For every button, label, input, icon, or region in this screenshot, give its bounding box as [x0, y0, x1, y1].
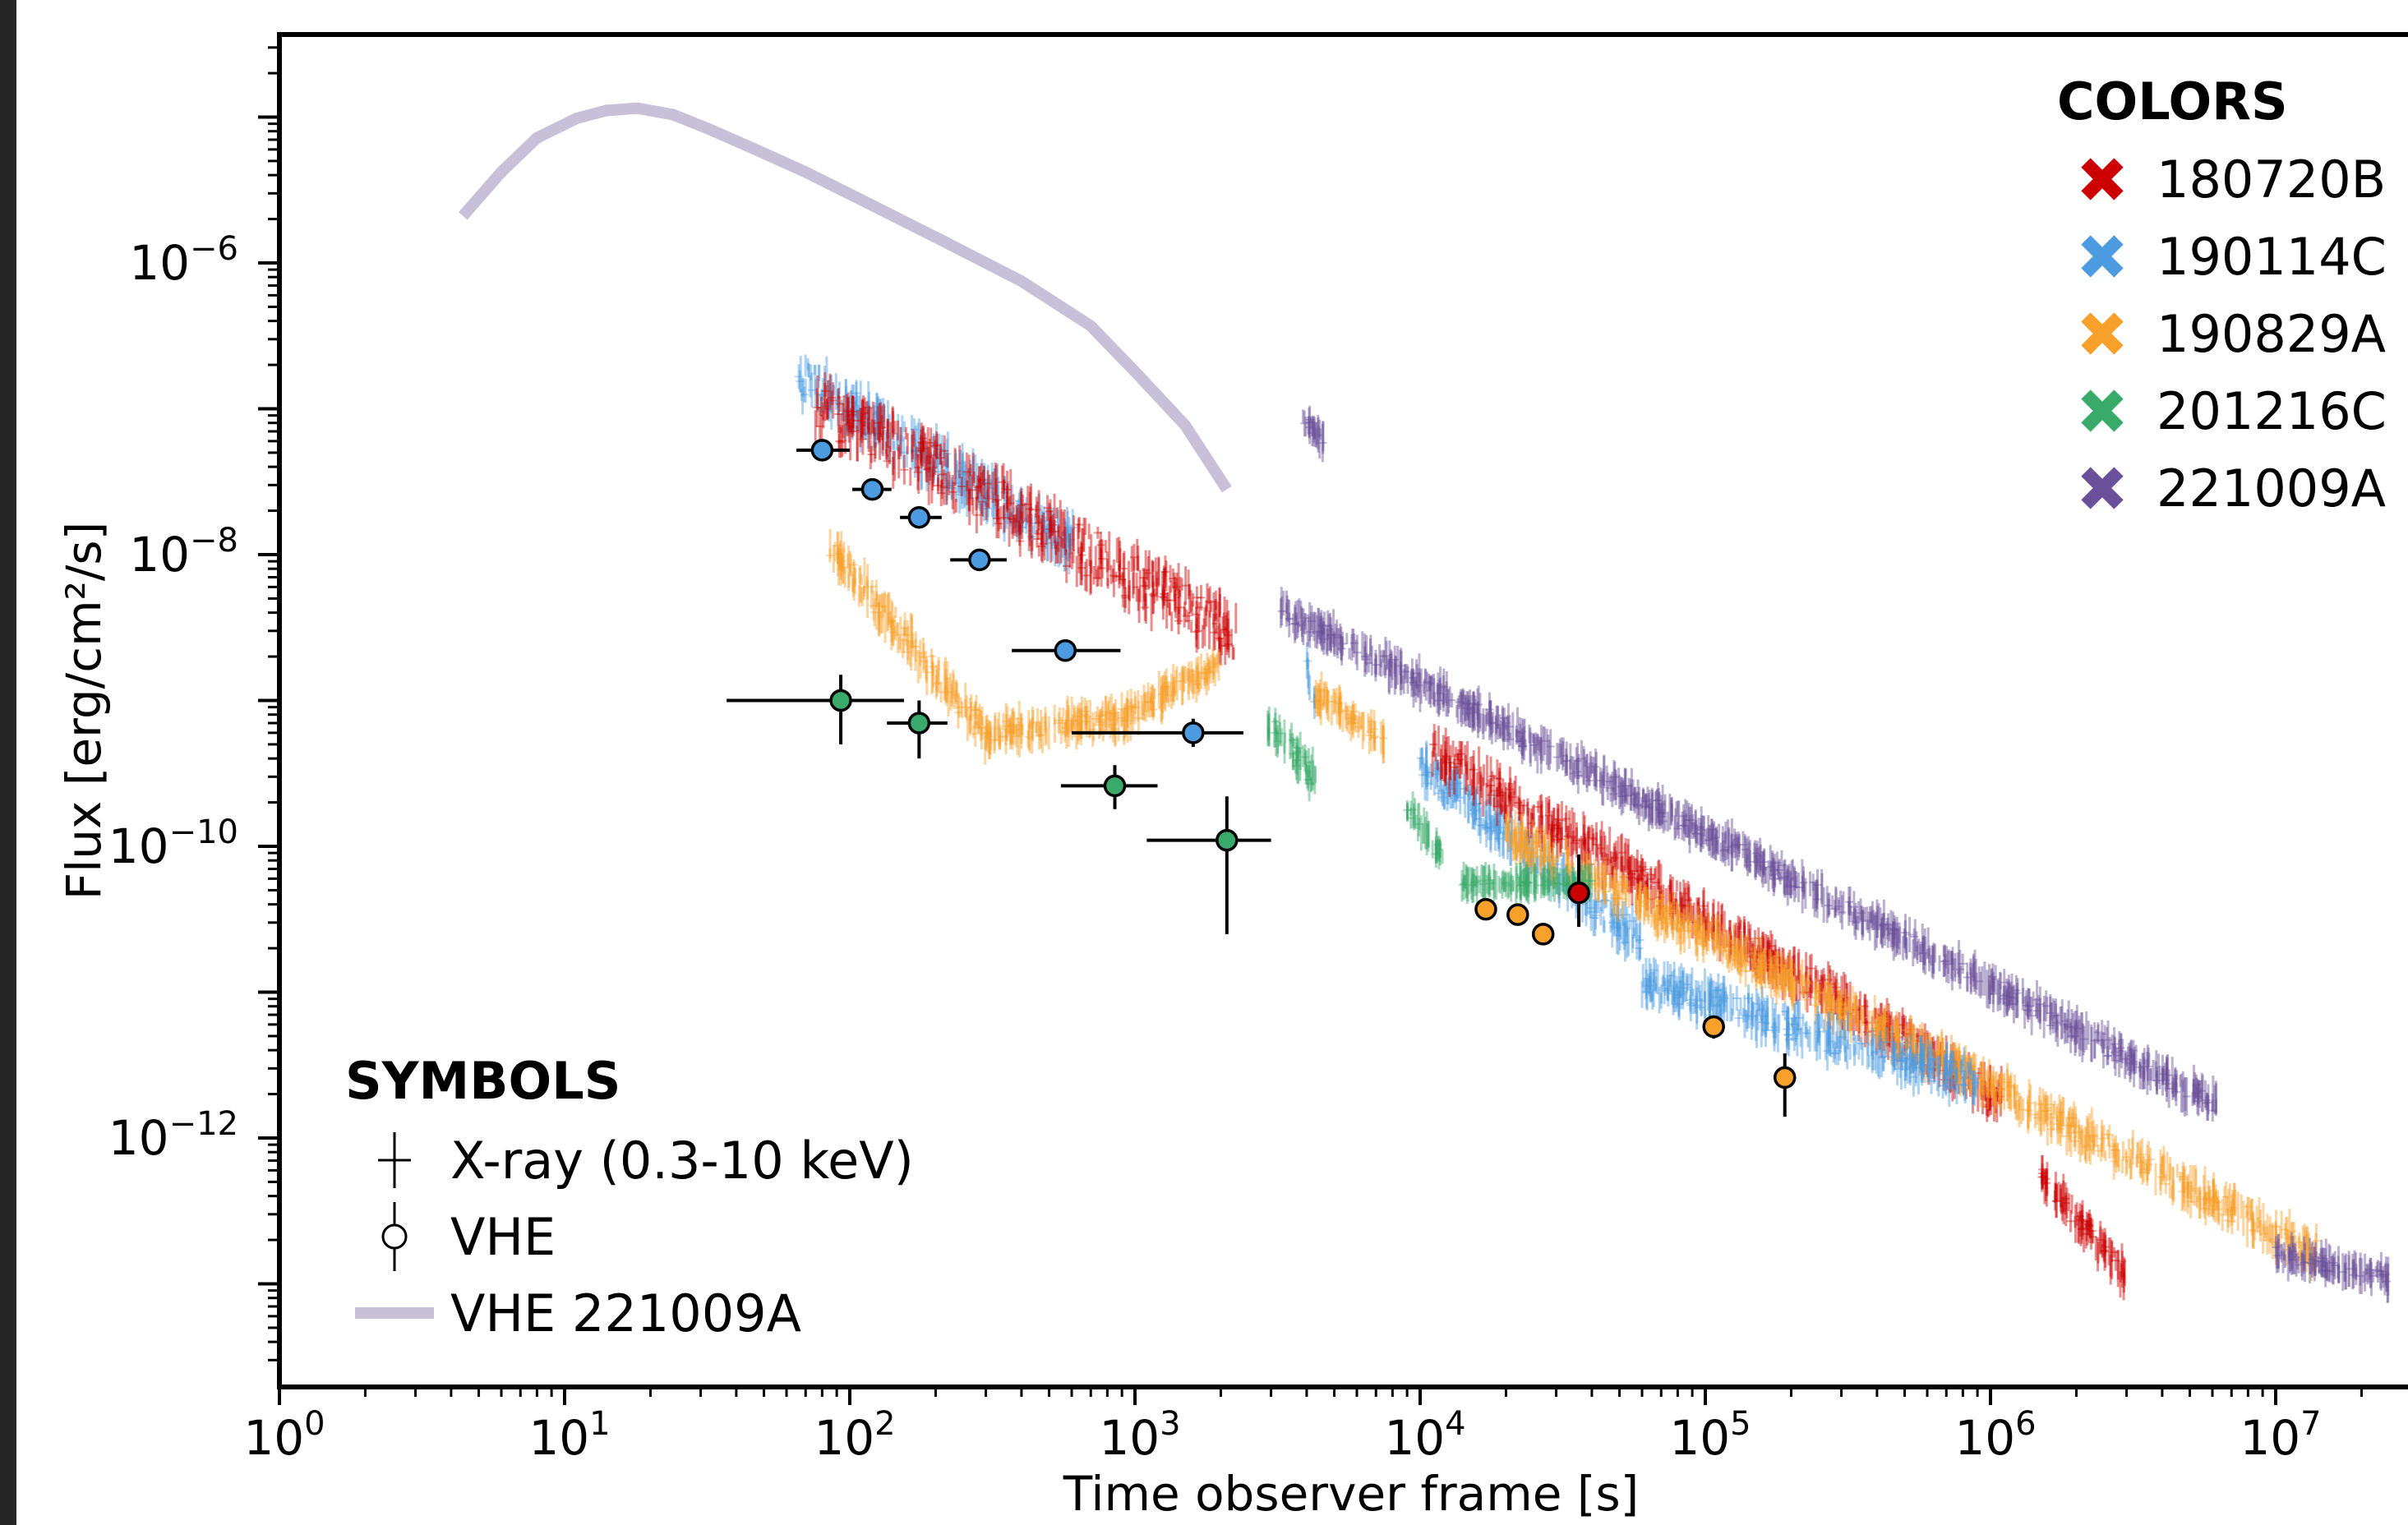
xray-data-layer	[795, 354, 2391, 1304]
xray-band-190829A	[1120, 647, 1223, 745]
xray-band-180720B	[1429, 724, 2005, 1123]
xray-band-201216C	[1266, 707, 1317, 802]
xray-band-190829A	[983, 692, 1127, 760]
xray-band-190829A	[1505, 809, 2321, 1281]
xray-band-201216C	[1403, 791, 1444, 870]
xray-band-221009A	[1277, 587, 2218, 1122]
xray-band-190114C	[795, 354, 1077, 575]
xray-band-221009A	[1300, 405, 1327, 463]
xray-band-190829A	[1312, 671, 1388, 764]
xray-band-180720B	[813, 372, 1238, 666]
xray-band-190114C	[1303, 642, 1319, 720]
xray-band-190114C	[1640, 957, 1979, 1107]
chart: 100 101 102 103 104 105 106 107 10−610−810−1010…	[56, 32, 2408, 1522]
xray-band-190829A	[825, 529, 987, 765]
figure-canvas: 100 101 102 103 104 105 106 107 10−6 10−8 10−10 10…	[16, 0, 2408, 1525]
